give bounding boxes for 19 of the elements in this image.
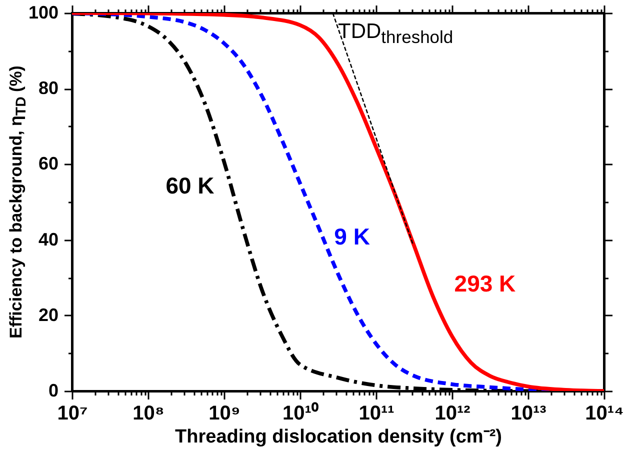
x-tick-label: 10¹⁰ bbox=[282, 402, 318, 424]
y-tick-label: 0 bbox=[48, 380, 58, 400]
x-tick-label: 10¹³ bbox=[510, 402, 547, 424]
series-label: 60 K bbox=[166, 172, 215, 199]
y-tick-label: 20 bbox=[38, 304, 58, 325]
x-tick-label: 10⁷ bbox=[57, 402, 88, 424]
x-tick-label: 10¹² bbox=[434, 402, 471, 424]
y-tick-label: 40 bbox=[38, 229, 58, 250]
annotation: TDD$_{threshold}$ bbox=[338, 20, 454, 48]
series-label: 9 K bbox=[334, 223, 370, 250]
y-tick-label: 80 bbox=[38, 78, 58, 98]
x-tick-label: 10¹⁴ bbox=[585, 402, 624, 424]
y-tick-label: 100 bbox=[28, 2, 58, 22]
x-tick-label: 10¹¹ bbox=[358, 402, 395, 424]
x-tick-label: 10⁸ bbox=[132, 402, 164, 424]
series-label: 293 K bbox=[454, 270, 516, 296]
x-tick-label: 10⁹ bbox=[208, 402, 240, 424]
y-tick-label: 60 bbox=[38, 154, 58, 174]
x-axis-title: Threading dislocation density (cm⁻²) bbox=[175, 426, 502, 448]
